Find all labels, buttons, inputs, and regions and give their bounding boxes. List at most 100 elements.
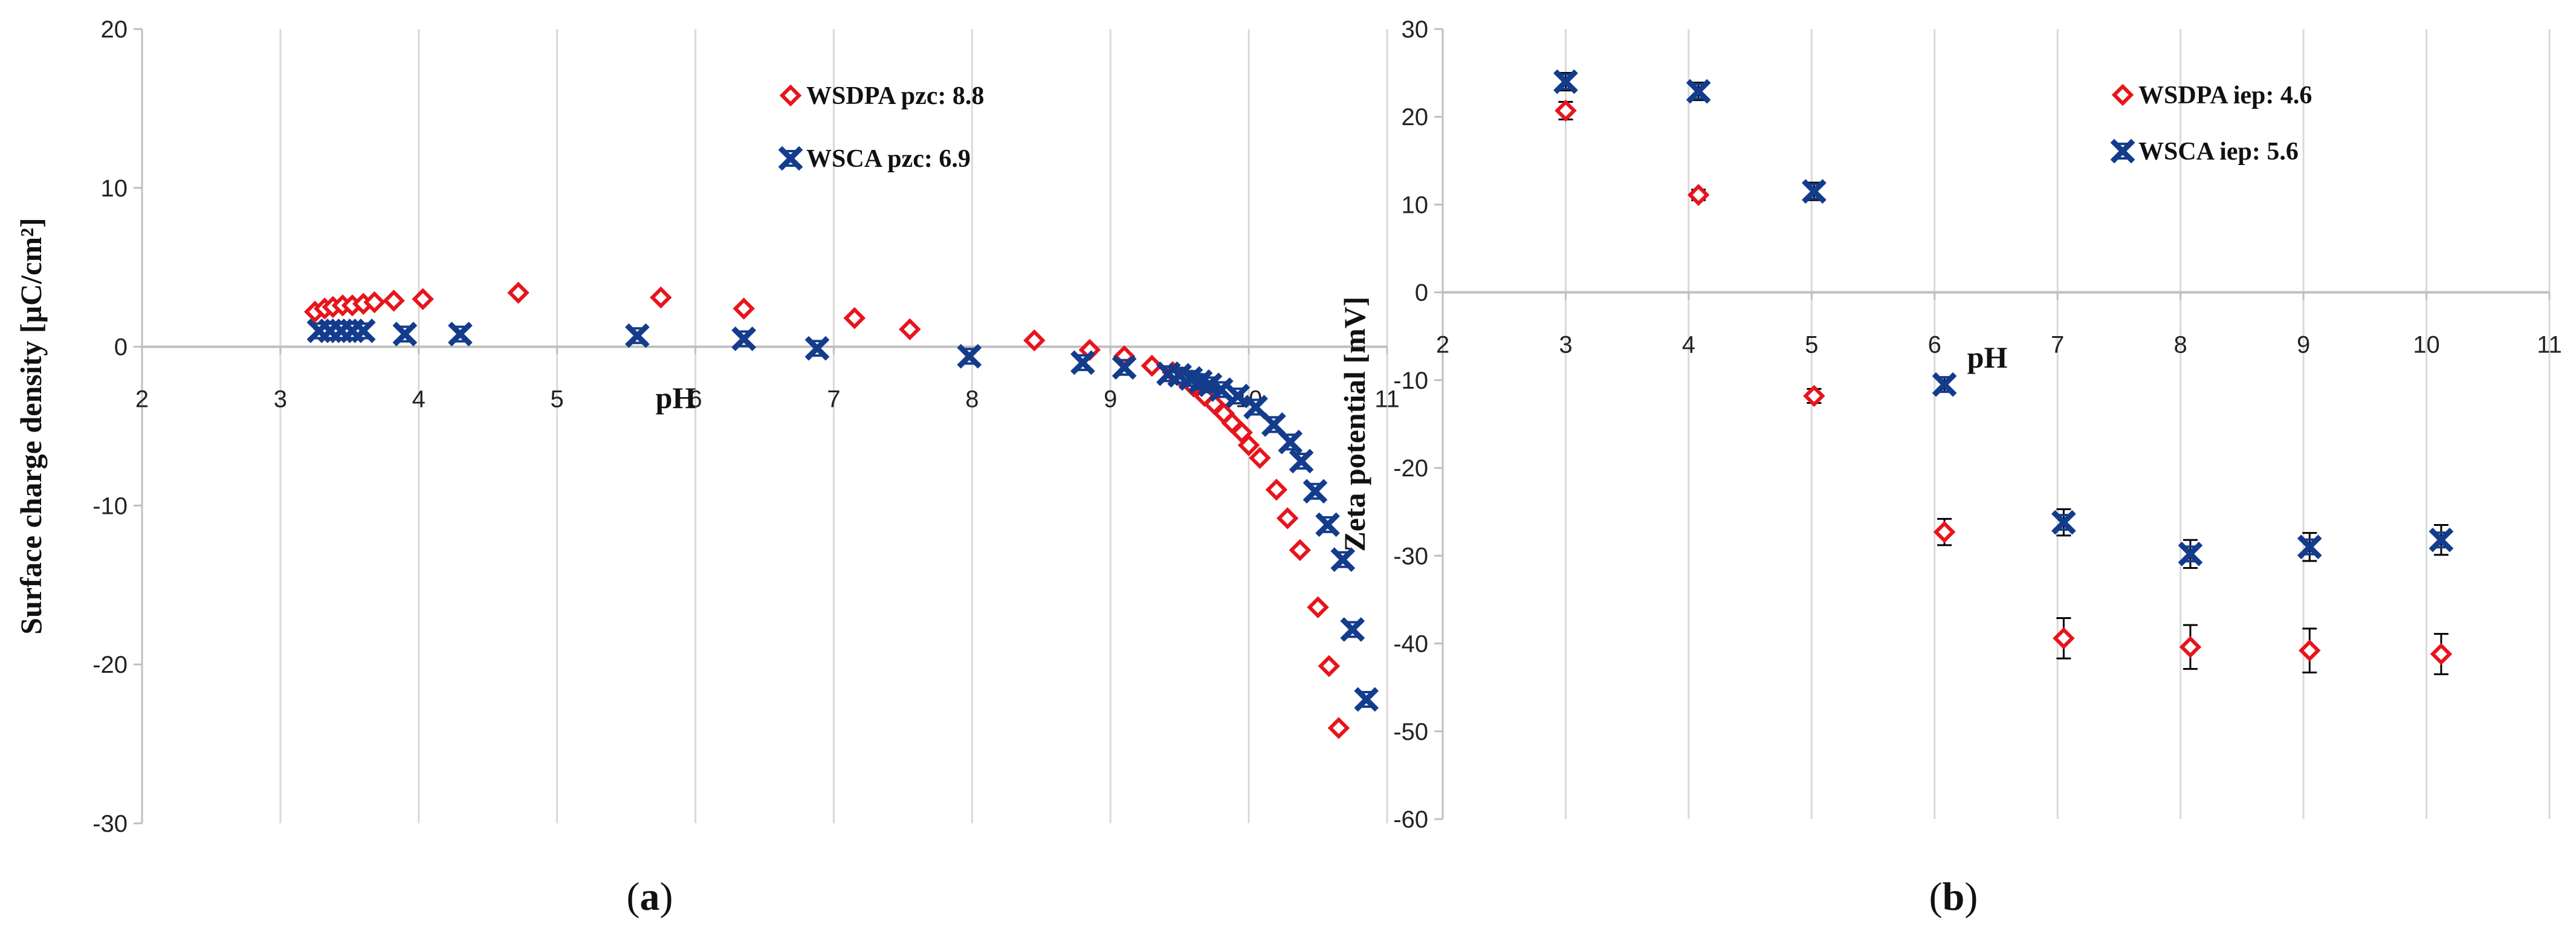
panel-caption: (b) <box>1929 875 1978 919</box>
y-tick-label: -60 <box>1393 806 1428 833</box>
y-tick-label: 20 <box>101 16 128 43</box>
data-point-wsdpa <box>843 307 866 329</box>
data-point-wsdpa <box>383 290 405 312</box>
data-point-wsdpa <box>1803 384 1825 407</box>
panel-caption-letter: a <box>640 875 660 919</box>
x-tick-label: 4 <box>412 386 426 413</box>
x-tick-label: 3 <box>274 386 287 413</box>
x-tick-label: 2 <box>135 386 149 413</box>
y-axis-title: Zeta potential [mV] <box>1338 296 1371 551</box>
data-point-wsca <box>448 322 473 346</box>
legend-marker-wsdpa <box>779 84 802 107</box>
legend-marker-wsca <box>778 146 803 171</box>
y-tick-label: -10 <box>92 493 128 519</box>
x-tick-label: 7 <box>827 386 840 413</box>
data-point-wsdpa <box>1141 354 1163 377</box>
x-tick-label: 6 <box>1928 332 1941 358</box>
series-markers-wsca <box>1553 69 2454 566</box>
data-point-wsca <box>2429 527 2454 553</box>
y-tick-label: -20 <box>92 652 128 678</box>
data-point-wsca <box>1303 479 1328 504</box>
y-tick-label: -10 <box>1393 368 1428 394</box>
data-point-wsdpa <box>1237 434 1260 456</box>
y-tick-label: -50 <box>1393 719 1428 745</box>
x-tick-label: 8 <box>2174 332 2187 358</box>
data-point-wsca <box>1315 512 1340 537</box>
data-point-wsca <box>1070 350 1095 375</box>
legend-marker-wsdpa <box>2111 83 2134 106</box>
y-tick-label: 0 <box>114 334 128 361</box>
data-point-wsca <box>1225 383 1251 409</box>
legend: WSDPA iep: 4.6 WSCA iep: 5.6 <box>2110 82 2312 166</box>
x-axis-title: pH <box>1967 340 2008 374</box>
data-point-wsca <box>2051 510 2076 535</box>
chart-panel-b: 30 20 10 0 -10 -20 -30 -40 -50 -60 2 3 4 5 6 7 8 9 10 11 pH Z… <box>1338 16 2562 919</box>
data-point-wsca <box>1112 355 1137 380</box>
y-tick-label: 20 <box>1402 104 1429 131</box>
x-tick-label: 11 <box>1374 386 1400 413</box>
data-point-wsca <box>1553 69 1578 94</box>
x-tick-label: 4 <box>1682 332 1695 358</box>
data-point-wsdpa <box>1265 478 1288 501</box>
data-point-wsdpa <box>412 288 434 311</box>
data-point-wsdpa <box>2299 639 2321 662</box>
data-point-wsdpa <box>1555 99 1577 122</box>
data-point-wsca <box>2297 534 2322 560</box>
y-tick-label: 10 <box>101 175 128 202</box>
legend-label-wsdpa: WSDPA iep: 4.6 <box>2138 82 2312 109</box>
data-point-wsca <box>1208 377 1234 402</box>
data-point-wsdpa <box>1687 184 1710 206</box>
data-point-wsca <box>1289 449 1314 474</box>
legend: WSDPA pzc: 8.8 WSCA pzc: 6.9 <box>778 82 984 173</box>
data-point-wsca <box>351 318 376 343</box>
series-markers-wsdpa <box>1555 99 2453 666</box>
y-axis-title: Surface charge density [µC/cm²] <box>14 218 48 634</box>
x-tick-label: 10 <box>2413 332 2440 358</box>
panel-caption: (a) <box>627 875 673 919</box>
legend-label-wsca: WSCA pzc: 6.9 <box>806 145 971 173</box>
y-tick-label: 10 <box>1402 192 1429 218</box>
data-point-wsca <box>1330 547 1356 572</box>
series-markers-wsca <box>306 318 1379 712</box>
y-tick-label: -40 <box>1393 631 1428 658</box>
x-tick-label: 5 <box>551 386 564 413</box>
y-tick-label: 0 <box>1415 280 1428 306</box>
data-point-wsdpa <box>733 297 755 320</box>
data-point-wsdpa <box>363 291 386 314</box>
y-tick-label: -30 <box>1393 543 1428 569</box>
y-tick-label: -30 <box>92 811 128 837</box>
data-point-wsca <box>625 323 650 348</box>
x-tick-label: 7 <box>2051 332 2064 358</box>
data-point-wsdpa <box>1023 329 1046 352</box>
data-point-wsdpa <box>507 282 529 304</box>
data-point-wsdpa <box>650 286 672 309</box>
x-tick-label: 5 <box>1805 332 1818 358</box>
x-tick-label: 3 <box>1559 332 1572 358</box>
y-tick-label: -20 <box>1393 455 1428 482</box>
data-point-wsdpa <box>1231 421 1253 444</box>
data-point-wsdpa <box>1307 596 1329 618</box>
panel-caption-letter: b <box>1943 875 1965 919</box>
x-tick-label: 8 <box>965 386 979 413</box>
data-point-wsdpa <box>2430 643 2453 666</box>
data-point-wsca <box>1278 429 1303 455</box>
data-point-wsca <box>1340 617 1365 642</box>
x-axis-title: pH <box>656 381 696 415</box>
data-point-wsca <box>392 322 418 346</box>
data-point-wsdpa <box>1276 507 1299 530</box>
data-point-wsca <box>1243 395 1268 420</box>
legend-marker-wsca <box>2110 138 2135 164</box>
data-point-wsca <box>1802 179 1827 204</box>
data-point-wsca <box>731 326 757 351</box>
data-point-wsca <box>804 335 830 361</box>
x-tick-label: 6 <box>688 386 702 413</box>
data-point-wsca <box>1686 79 1711 104</box>
data-point-wsdpa <box>1249 447 1271 469</box>
y-tick-label: 30 <box>1402 16 1429 43</box>
data-point-wsdpa <box>899 318 921 340</box>
x-tick-label: 2 <box>1436 332 1449 358</box>
data-point-wsdpa <box>2179 636 2202 658</box>
legend-label-wsdpa: WSDPA pzc: 8.8 <box>806 82 984 110</box>
